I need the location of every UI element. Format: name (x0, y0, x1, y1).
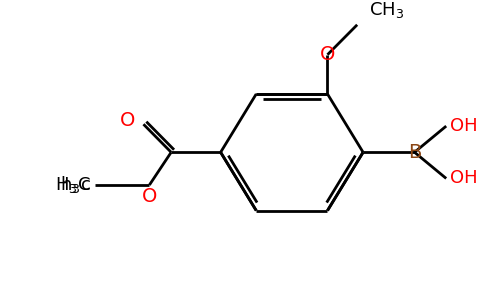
Text: h$_3$c: h$_3$c (60, 175, 91, 196)
Text: CH$_3$: CH$_3$ (369, 0, 404, 20)
Text: B: B (408, 143, 421, 162)
Text: O: O (320, 45, 335, 64)
Text: H$_3$C: H$_3$C (55, 175, 91, 195)
Text: OH: OH (450, 117, 478, 135)
Text: O: O (120, 111, 136, 130)
Text: O: O (142, 187, 157, 206)
Text: OH: OH (450, 169, 478, 188)
